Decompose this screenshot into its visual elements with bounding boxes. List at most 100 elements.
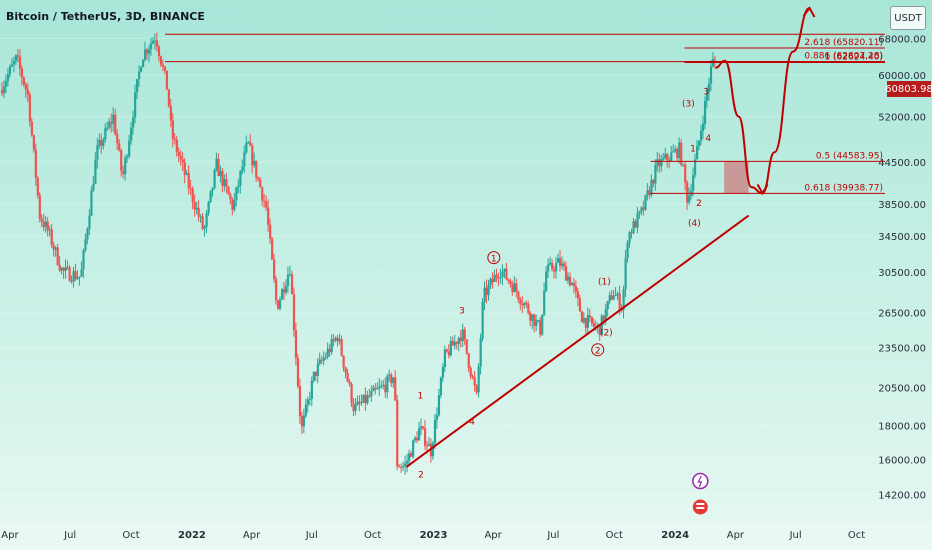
candle-body — [344, 367, 347, 373]
candle-body — [535, 320, 538, 327]
x-tick-label: Oct — [122, 530, 139, 541]
candle-body — [588, 315, 591, 317]
candle-body — [243, 152, 246, 167]
candle-body — [461, 329, 464, 341]
candle-body — [124, 158, 127, 175]
candle-body — [656, 159, 659, 165]
candle-body — [199, 216, 202, 218]
candle-body — [261, 187, 264, 201]
candle-body — [354, 404, 357, 412]
wave-label: 3 — [459, 307, 465, 317]
candle-body — [688, 195, 691, 203]
candle-body — [76, 277, 79, 280]
candle-body — [179, 155, 182, 160]
candle-body — [380, 385, 383, 387]
candle-body — [2, 86, 6, 94]
x-tick-label: Apr — [243, 530, 261, 541]
candle-body — [159, 56, 163, 65]
candle-body — [604, 309, 607, 322]
candle-body — [118, 143, 121, 151]
candle-body — [644, 195, 647, 210]
candle-body — [86, 228, 89, 240]
candle-body — [288, 274, 292, 276]
y-tick-label: 38500.00 — [878, 200, 926, 211]
candle-body — [102, 139, 105, 146]
candle-body — [356, 401, 359, 405]
fib-level-label: 2.618 (65820.11) — [804, 38, 883, 48]
candle-body — [489, 278, 492, 285]
x-tick-label: Oct — [606, 530, 623, 541]
candle-body — [10, 64, 14, 67]
candle-body — [197, 207, 200, 217]
candle-body — [608, 295, 611, 302]
candle-body — [648, 190, 651, 196]
candle-body — [521, 304, 524, 306]
candle-body — [473, 377, 476, 386]
candle-body — [284, 285, 288, 293]
candles — [0, 32, 717, 475]
candle-body — [96, 145, 99, 160]
candle-body — [310, 380, 313, 399]
candle-body — [237, 185, 240, 188]
y-tick-label: 34500.00 — [878, 232, 926, 243]
candle-body — [203, 226, 206, 229]
candle-body — [110, 121, 113, 124]
candle-body — [576, 291, 580, 299]
candle-body — [455, 341, 458, 344]
candle-body — [382, 384, 385, 386]
candle-body — [427, 443, 431, 447]
candle-body — [553, 269, 556, 272]
x-tick-label: 2024 — [661, 530, 689, 541]
candle-body — [396, 400, 399, 467]
candle-body — [155, 40, 159, 47]
candle-body — [694, 159, 697, 176]
y-tick-label: 20500.00 — [878, 383, 926, 394]
candle-body — [414, 437, 417, 441]
candle-body — [32, 135, 35, 150]
candle-body — [590, 316, 593, 323]
candle-body — [38, 195, 41, 219]
candle-body — [52, 244, 55, 250]
x-tick-label: Apr — [1, 530, 19, 541]
candle-body — [618, 293, 621, 310]
candle-body — [398, 466, 401, 468]
x-tick-label: 2022 — [178, 530, 206, 541]
candle-body — [527, 304, 530, 314]
symbol-title: Bitcoin / TetherUS, 3D, BINANCE — [6, 10, 205, 23]
fib-level-label: 0.618 (39938.77) — [804, 183, 883, 193]
candle-body — [229, 194, 232, 200]
currency-button[interactable]: USDT — [890, 6, 926, 30]
candle-body — [592, 322, 595, 327]
candle-body — [378, 386, 381, 389]
candle-body — [525, 302, 528, 305]
trendline — [405, 214, 750, 468]
candle-body — [126, 156, 129, 159]
candle-body — [304, 404, 308, 416]
candle-body — [205, 213, 208, 227]
candle-body — [574, 286, 578, 292]
candle-body — [543, 290, 546, 315]
candle-body — [30, 121, 33, 136]
candle-body — [606, 301, 609, 310]
candle-body — [562, 263, 566, 267]
y-tick-label: 23500.00 — [878, 344, 926, 355]
candle-body — [453, 341, 456, 346]
candle-body — [104, 128, 107, 140]
candle-body — [570, 283, 574, 286]
candle-body — [404, 463, 407, 467]
candle-body — [368, 395, 371, 397]
candle-body — [342, 355, 345, 368]
candle-body — [282, 289, 286, 293]
candle-body — [602, 315, 605, 322]
last-price-tag: 60803.98 — [885, 81, 932, 97]
candle-body — [709, 66, 713, 84]
candle-body — [187, 173, 190, 189]
candle-body — [423, 428, 427, 446]
wave-label: 2 — [595, 347, 601, 357]
candle-body — [680, 142, 683, 165]
candle-body — [505, 268, 508, 280]
candle-body — [503, 268, 506, 272]
candle-body — [70, 280, 73, 282]
